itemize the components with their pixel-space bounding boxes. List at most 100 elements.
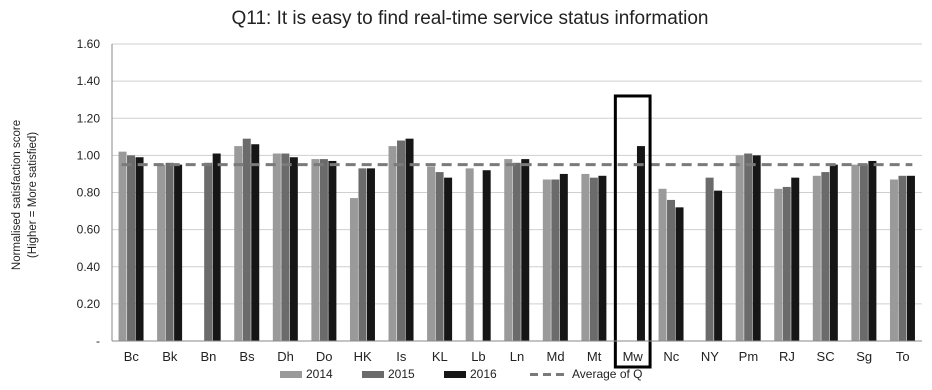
legend-label-2014: 2014: [306, 367, 333, 381]
x-tick-label: Mw: [623, 349, 644, 364]
y-tick-label: 1.40: [77, 74, 101, 88]
bar-Do-2015: [319, 159, 328, 341]
y-axis-label-line1: Normalised satisfaction score: [11, 120, 23, 270]
x-tick-label: Bn: [200, 349, 216, 364]
bar-Ln-2016: [521, 159, 530, 341]
bar-NY-2016: [714, 190, 723, 341]
x-tick-label: Md: [547, 349, 565, 364]
y-tick-label: 0.80: [77, 186, 101, 200]
highlight-box: [613, 94, 652, 369]
bar-Lb-2016: [482, 170, 491, 341]
bar-Bc-2014: [118, 151, 127, 341]
bar-Sg-2016: [868, 160, 877, 341]
bar-Bn-2016: [212, 153, 221, 341]
x-tick-label: Mt: [587, 349, 602, 364]
bar-Mt-2014: [581, 173, 590, 341]
bar-KL-2015: [435, 172, 444, 341]
bar-Bk-2014: [157, 164, 166, 341]
x-tick-label: Bk: [162, 349, 178, 364]
bar-HK-2014: [349, 198, 358, 341]
bar-RJ-2015: [782, 186, 791, 341]
x-tick-label: To: [896, 349, 910, 364]
bar-Is-2014: [388, 146, 397, 341]
bar-NY-2015: [705, 177, 714, 341]
bar-Is-2015: [397, 140, 406, 341]
bar-To-2015: [898, 175, 907, 341]
legend: 2014 2015 2016 Average of Q: [280, 367, 643, 381]
bar-Bk-2015: [165, 162, 174, 341]
bars: [118, 138, 915, 341]
bar-SC-2015: [821, 172, 830, 341]
bar-Sg-2014: [851, 164, 860, 341]
bar-SC-2014: [812, 175, 821, 341]
bar-Mw-2016: [636, 146, 645, 341]
y-tick-label: 0.20: [77, 297, 101, 311]
y-axis-label: Normalised satisfaction score (Higher = …: [11, 120, 39, 270]
bar-Do-2016: [328, 160, 337, 341]
bar-Sg-2015: [859, 164, 868, 341]
bar-HK-2015: [358, 168, 367, 341]
bar-RJ-2014: [774, 188, 783, 341]
bar-Pm-2014: [735, 155, 744, 341]
x-tick-label: HK: [354, 349, 372, 364]
x-tick-label: Do: [316, 349, 333, 364]
bar-Is-2016: [405, 138, 414, 341]
bar-Nc-2015: [667, 199, 676, 341]
legend-swatch-2014: [280, 371, 302, 378]
x-tick-label: Pm: [739, 349, 759, 364]
bar-Bc-2015: [127, 155, 136, 341]
legend-label-2016: 2016: [470, 367, 497, 381]
x-tick-label: NY: [701, 349, 719, 364]
legend-label-average: Average of Q: [572, 367, 643, 381]
bar-To-2016: [906, 175, 915, 341]
y-tick-label: 0.40: [77, 260, 101, 274]
x-tick-label: RJ: [779, 349, 795, 364]
bar-Ln-2015: [512, 162, 521, 341]
bar-Bs-2014: [234, 146, 243, 341]
bar-Nc-2016: [675, 207, 684, 341]
bar-KL-2014: [427, 166, 436, 341]
legend-swatch-2016: [444, 371, 466, 378]
legend-swatch-2015: [362, 371, 384, 378]
y-tick-label: 0.60: [77, 223, 101, 237]
y-tick-label: 1.60: [77, 37, 101, 51]
highlight-box-Mw: [613, 94, 652, 369]
bar-Bs-2015: [242, 138, 251, 341]
bar-Md-2016: [559, 173, 568, 341]
x-tick-label: Sg: [856, 349, 872, 364]
x-tick-labels: Bc Bk Bn Bs Dh Do HK Is KL Lb Ln Md Mt Mw Nc NY Pm RJ SC Sg…: [124, 349, 910, 364]
bar-Bn-2015: [204, 162, 213, 341]
legend-label-2015: 2015: [388, 367, 415, 381]
bar-HK-2016: [366, 168, 375, 341]
bar-Ln-2014: [504, 159, 513, 341]
y-tick-labels: - 0.20 0.40 0.60 0.80 1.00 1.20 1.40 1.60: [77, 37, 101, 348]
bar-Mt-2015: [589, 177, 598, 341]
bar-To-2014: [889, 179, 898, 341]
x-tick-label: Lb: [471, 349, 485, 364]
bar-Nc-2014: [658, 188, 667, 341]
bar-SC-2016: [829, 164, 838, 341]
bar-Md-2014: [542, 179, 551, 341]
bar-KL-2016: [444, 177, 453, 341]
x-tick-label: KL: [432, 349, 448, 364]
bar-Bc-2016: [135, 157, 144, 341]
x-tick-label: Ln: [510, 349, 524, 364]
bar-Bs-2016: [251, 144, 260, 341]
bar-Pm-2016: [752, 155, 761, 341]
chart-title: Q11: It is easy to find real-time servic…: [232, 8, 709, 29]
y-axis-label-line2: (Higher = More satisfied): [27, 132, 39, 258]
bar-Dh-2016: [289, 157, 298, 341]
bar-Bk-2016: [174, 164, 183, 341]
bar-RJ-2016: [791, 177, 800, 341]
bar-Dh-2014: [272, 153, 281, 341]
x-tick-label: Is: [396, 349, 407, 364]
bar-Pm-2015: [744, 153, 753, 341]
x-tick-label: Dh: [277, 349, 294, 364]
y-tick-label: 1.20: [77, 111, 101, 125]
y-tick-label: -: [96, 334, 100, 348]
y-tick-label: 1.00: [77, 148, 101, 162]
x-tick-label: SC: [817, 349, 835, 364]
bar-Md-2015: [551, 179, 560, 341]
